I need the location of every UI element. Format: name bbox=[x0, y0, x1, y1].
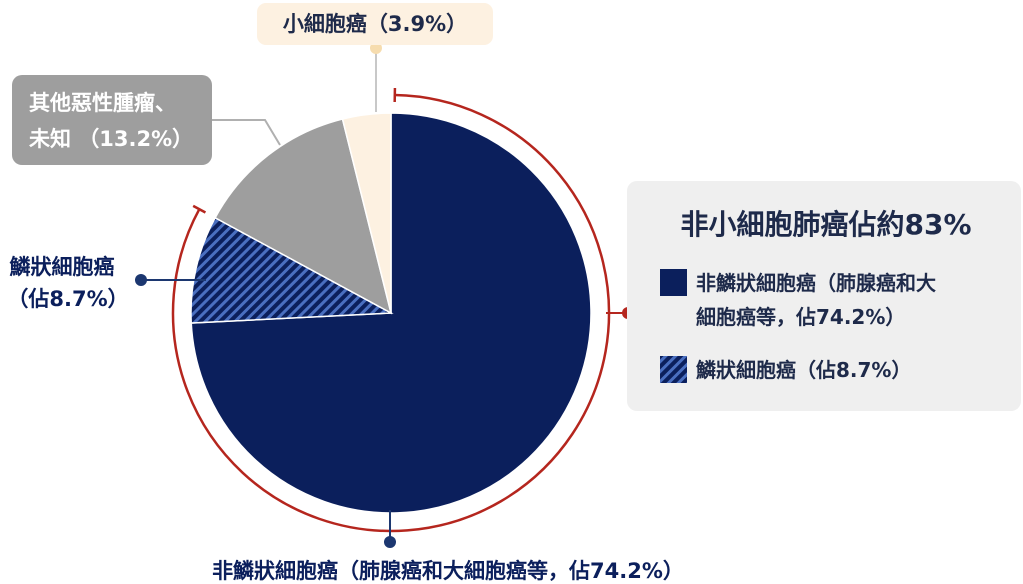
legend-swatch-non-squamous bbox=[660, 269, 687, 296]
other-label-box bbox=[12, 75, 212, 165]
squamous-leader-dot bbox=[135, 274, 147, 286]
squamous-label-line2: （佔8.7%） bbox=[7, 287, 128, 311]
pie-slice-other bbox=[214, 118, 393, 315]
legend-title: 非小細胞肺癌佔約83% bbox=[680, 208, 971, 241]
pie-slice-squamous bbox=[190, 216, 394, 324]
legend-item-squamous: 鱗狀細胞癌（佔8.7%） bbox=[695, 358, 911, 382]
nonsquamous-label: 非鱗狀細胞癌（肺腺癌和大細胞癌等，佔74.2%） bbox=[212, 559, 684, 583]
legend-item-non-squamous-line1: 非鱗狀細胞癌（肺腺癌和大 bbox=[696, 271, 936, 295]
small-cell-label: 小細胞癌（3.9%） bbox=[283, 12, 467, 36]
pie-slice-small-cell bbox=[341, 112, 392, 314]
other-leader-line bbox=[212, 119, 281, 146]
nsclc-bracket-arc bbox=[171, 93, 611, 533]
legend-swatch-squamous bbox=[660, 356, 687, 383]
squamous-label-line1: 鱗狀細胞癌 bbox=[9, 255, 115, 279]
other-label-line1: 其他惡性腫瘤、 bbox=[29, 91, 176, 115]
small-cell-label-box bbox=[257, 3, 493, 45]
nsclc-bracket-tick-end bbox=[192, 204, 207, 214]
nonsquamous-leader-dot bbox=[384, 536, 396, 548]
legend-item-non-squamous-line2: 細胞癌等，佔74.2%） bbox=[696, 305, 905, 329]
other-label-line2: 未知 （13.2%） bbox=[29, 127, 193, 151]
legend-box bbox=[627, 181, 1021, 411]
